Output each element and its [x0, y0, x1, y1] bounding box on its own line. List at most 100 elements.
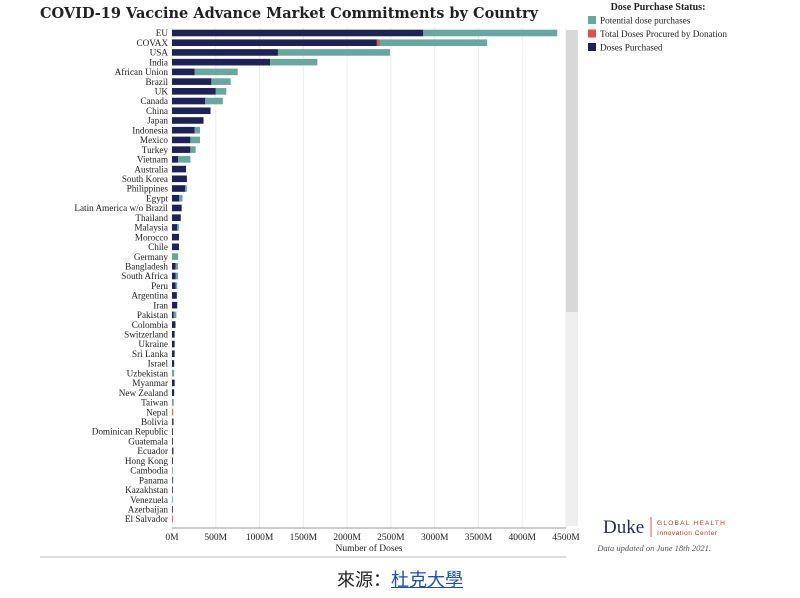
bar-segment[interactable] — [172, 292, 177, 299]
bar-segment[interactable] — [172, 185, 186, 192]
bar-segment[interactable] — [172, 331, 175, 338]
bar-segment[interactable] — [172, 408, 173, 416]
bar-segment[interactable] — [172, 301, 178, 309]
bar-segment[interactable] — [172, 262, 176, 270]
bar-segment[interactable] — [172, 78, 212, 85]
category-label: Argentina — [131, 291, 168, 301]
bar-segment[interactable] — [215, 88, 227, 95]
bar-segment[interactable] — [172, 39, 377, 47]
bar-segment[interactable] — [172, 146, 191, 153]
bar-segment[interactable] — [172, 165, 187, 173]
bar-segment[interactable] — [172, 224, 178, 231]
x-tick-label: 1000M — [246, 533, 274, 543]
x-tick-label: 3500M — [465, 533, 493, 543]
bar-segment[interactable] — [172, 282, 176, 290]
bar-segment[interactable] — [175, 262, 179, 270]
bar-segment[interactable] — [277, 49, 391, 56]
bar-segment[interactable] — [172, 253, 179, 260]
category-label: Hong Kong — [125, 456, 169, 466]
bar-segment[interactable] — [172, 428, 173, 435]
bar-segment[interactable] — [172, 515, 173, 523]
bar-segment[interactable] — [172, 505, 173, 513]
category-label: Canada — [140, 96, 168, 106]
bar-segment[interactable] — [172, 447, 174, 455]
bar-segment[interactable] — [172, 457, 173, 464]
x-tick-label: 4000M — [508, 533, 536, 543]
bars — [172, 29, 558, 523]
bar-segment[interactable] — [172, 175, 187, 183]
bar-segment[interactable] — [172, 379, 175, 387]
bar-segment[interactable] — [179, 194, 183, 202]
bar-segment[interactable] — [172, 117, 204, 124]
bar-segment[interactable] — [190, 146, 196, 153]
logo-line1: GLOBAL HEALTH — [657, 520, 726, 527]
x-tick-label: 1500M — [290, 533, 318, 543]
bar-segment[interactable] — [172, 107, 211, 115]
bar-segment[interactable] — [172, 369, 175, 377]
logo-line2: Innovation Center — [657, 530, 718, 537]
bar-segment[interactable] — [175, 272, 179, 280]
legend-swatch — [588, 43, 596, 51]
bar-segment[interactable] — [172, 194, 180, 202]
bar-segment[interactable] — [423, 29, 558, 37]
category-label: Peru — [151, 281, 168, 291]
bar-segment[interactable] — [177, 224, 180, 231]
bar-segment[interactable] — [172, 243, 180, 251]
category-label: Azerbaijan — [128, 504, 169, 514]
category-label: Taiwan — [141, 398, 168, 408]
gridlines — [171, 28, 567, 528]
category-label: Philippines — [127, 184, 169, 194]
bar-segment[interactable] — [172, 49, 278, 56]
bar-segment[interactable] — [172, 97, 206, 105]
bar-segment[interactable] — [172, 467, 173, 474]
bar-segment[interactable] — [172, 214, 181, 221]
bar-segment[interactable] — [172, 437, 173, 445]
bar-segment[interactable] — [270, 58, 318, 66]
bar-segment[interactable] — [194, 68, 238, 76]
bar-segment[interactable] — [211, 78, 231, 85]
bar-segment[interactable] — [172, 272, 176, 280]
bar-segment[interactable] — [172, 58, 271, 66]
bar-segment[interactable] — [172, 321, 176, 328]
bar-segment[interactable] — [172, 233, 180, 241]
bar-segment[interactable] — [205, 97, 223, 105]
bar-segment[interactable] — [172, 476, 173, 484]
bar-segment[interactable] — [172, 447, 173, 455]
category-label: Germany — [134, 252, 169, 262]
bar-segment[interactable] — [190, 136, 201, 144]
bar-segment[interactable] — [172, 29, 424, 37]
bar-segment[interactable] — [185, 185, 187, 192]
bar-segment[interactable] — [178, 156, 191, 163]
bar-segment[interactable] — [172, 156, 179, 163]
category-label: Thailand — [135, 213, 168, 223]
chart-title: COVID-19 Vaccine Advance Market Commitme… — [40, 5, 539, 22]
category-label: Myanmar — [132, 378, 168, 388]
bar-segment[interactable] — [172, 68, 195, 76]
bar-segment[interactable] — [376, 39, 380, 47]
category-label: Dominican Republic — [92, 427, 168, 437]
bar-segment[interactable] — [172, 340, 175, 348]
bar-segment[interactable] — [172, 126, 195, 134]
bar-segment[interactable] — [172, 360, 175, 367]
bar-segment[interactable] — [172, 350, 175, 358]
bar-segment[interactable] — [172, 418, 173, 426]
bar-segment[interactable] — [172, 136, 191, 144]
source-link[interactable]: 杜克大學 — [391, 570, 463, 591]
bar-segment[interactable] — [172, 399, 174, 406]
source-prefix: 來源： — [337, 570, 391, 591]
bar-segment[interactable] — [379, 39, 488, 47]
bar-segment[interactable] — [172, 496, 173, 503]
bar-segment[interactable] — [172, 418, 174, 426]
bar-segment[interactable] — [173, 311, 177, 319]
scrollbar-thumb[interactable] — [566, 30, 578, 312]
bar-segment[interactable] — [172, 389, 175, 396]
bar-segment[interactable] — [194, 126, 201, 134]
bar-segment[interactable] — [172, 88, 216, 95]
bar-segment[interactable] — [172, 311, 174, 319]
category-label: Pakistan — [137, 310, 169, 320]
bar-segment[interactable] — [172, 204, 182, 212]
bar-segment[interactable] — [175, 282, 178, 290]
bar-segment[interactable] — [172, 476, 174, 484]
bar-segment[interactable] — [172, 486, 173, 494]
category-label: Turkey — [142, 145, 169, 155]
